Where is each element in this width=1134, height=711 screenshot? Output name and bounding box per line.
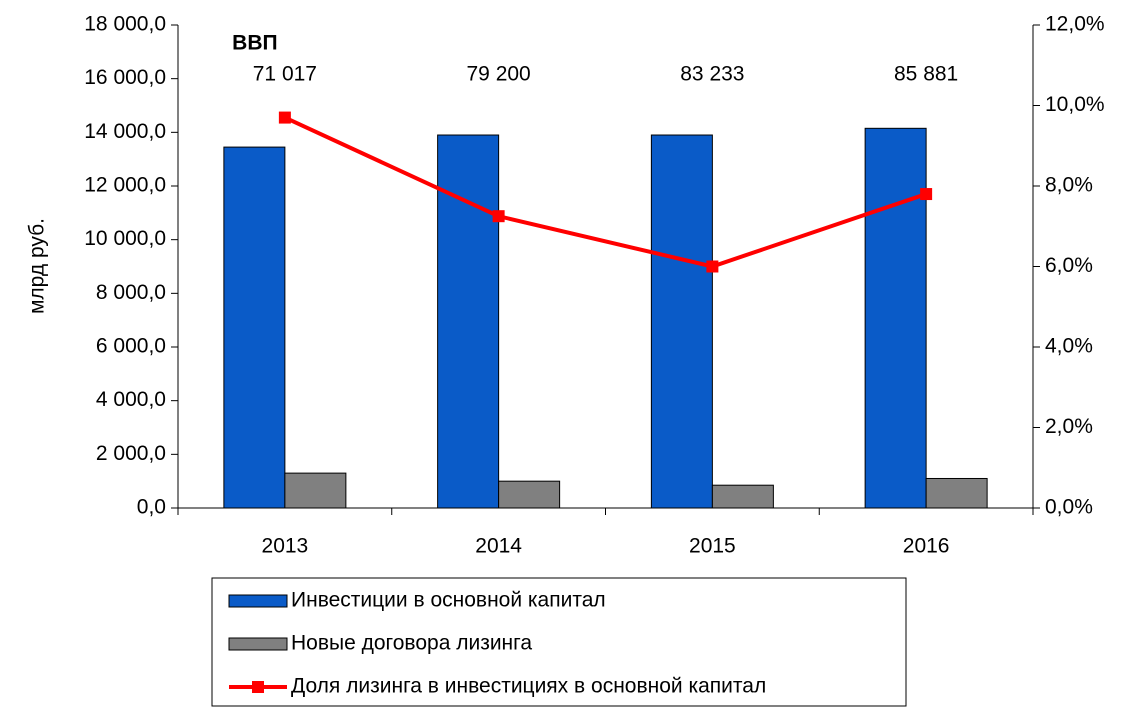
marker bbox=[492, 210, 505, 223]
marker bbox=[278, 111, 291, 124]
annotation: 71 017 bbox=[253, 63, 317, 86]
y-tick-label: 10 000,0 bbox=[84, 227, 166, 250]
y2-tick-label: 0,0% bbox=[1045, 496, 1093, 519]
legend-label: Доля лизинга в инвестициях в основной ка… bbox=[291, 675, 766, 698]
y-tick-label: 18 000,0 bbox=[84, 13, 166, 36]
marker bbox=[920, 188, 933, 201]
annotation: 85 881 bbox=[894, 63, 958, 86]
legend-label: Новые договора лизинга bbox=[291, 632, 532, 655]
y2-tick-label: 6,0% bbox=[1045, 254, 1093, 277]
y2-tick-label: 2,0% bbox=[1045, 415, 1093, 438]
y-tick-label: 2 000,0 bbox=[96, 442, 166, 465]
y-tick-label: 6 000,0 bbox=[96, 335, 166, 358]
x-tick-label: 2016 bbox=[903, 535, 950, 558]
legend-swatch bbox=[228, 637, 288, 651]
annotation: 79 200 bbox=[467, 63, 531, 86]
bar bbox=[284, 472, 347, 509]
bar bbox=[498, 480, 561, 509]
x-tick-label: 2015 bbox=[689, 535, 736, 558]
bar bbox=[711, 484, 774, 509]
bar bbox=[437, 134, 500, 509]
line bbox=[284, 115, 927, 269]
y-tick-label: 4 000,0 bbox=[96, 388, 166, 411]
legend-swatch bbox=[228, 594, 288, 608]
legend-swatch bbox=[252, 681, 264, 693]
legend bbox=[211, 577, 907, 707]
bar bbox=[864, 127, 927, 509]
y-tick-label: 8 000,0 bbox=[96, 281, 166, 304]
y-tick-label: 14 000,0 bbox=[84, 120, 166, 143]
annotation-title: ВВП bbox=[232, 32, 277, 55]
bar bbox=[925, 477, 988, 509]
y2-tick-label: 10,0% bbox=[1045, 93, 1105, 116]
y-tick-label: 12 000,0 bbox=[84, 174, 166, 197]
y2-tick-label: 12,0% bbox=[1045, 13, 1105, 36]
y-tick-label: 0,0 bbox=[137, 496, 166, 519]
marker bbox=[706, 260, 719, 273]
x-tick-label: 2014 bbox=[475, 535, 522, 558]
bar bbox=[650, 134, 713, 509]
y-axis-label: млрд руб. bbox=[26, 218, 49, 314]
bar bbox=[223, 146, 286, 509]
x-tick-label: 2013 bbox=[262, 535, 309, 558]
annotation: 83 233 bbox=[680, 63, 744, 86]
y2-tick-label: 8,0% bbox=[1045, 174, 1093, 197]
y-tick-label: 16 000,0 bbox=[84, 66, 166, 89]
y2-tick-label: 4,0% bbox=[1045, 335, 1093, 358]
legend-label: Инвестиции в основной капитал bbox=[291, 589, 606, 612]
